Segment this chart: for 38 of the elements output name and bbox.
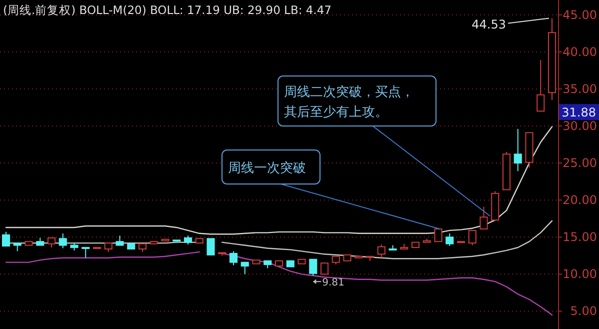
y-tick-label: 15.00: [562, 230, 597, 244]
candlestick: [274, 260, 284, 267]
candlestick: [286, 260, 294, 268]
candlestick: [82, 246, 90, 258]
y-tick-label: 40.00: [562, 44, 597, 59]
candlestick: [514, 128, 522, 172]
candlestick: [127, 243, 136, 250]
candlestick: [411, 242, 420, 248]
candlestick: [206, 238, 215, 256]
y-tick-label: 5.00: [570, 304, 597, 318]
y-tick-label: 20.00: [562, 193, 597, 208]
candlestick: [240, 262, 249, 275]
y-tick-label: 30.00: [562, 118, 597, 133]
candlestick: [536, 60, 545, 112]
y-tick-label: 35.00: [562, 82, 597, 96]
candlestick: [548, 18, 556, 101]
candlestick: [252, 260, 260, 264]
candlestick: [24, 241, 33, 246]
y-tick-label: 45.00: [562, 8, 597, 22]
y-tick-label: 25.00: [562, 156, 597, 170]
candlestick: [354, 256, 363, 258]
y-tick-label: 10.00: [562, 267, 597, 282]
candlestick: [343, 254, 352, 262]
annotation: 周线一次突破: [228, 161, 306, 176]
candlestick: [480, 206, 488, 230]
candlestick: [320, 262, 329, 275]
annotation: 9.81: [322, 278, 344, 289]
candlestick: [195, 238, 204, 244]
candlestick: [298, 258, 306, 264]
annotation: 周线二次突破，买点，其后至少有上攻。: [284, 85, 414, 120]
chart-title: (周线.前复权) BOLL-M(20) BOLL: 17.19 UB: 29.90 LB: 4.47: [3, 3, 332, 17]
candlestick: [116, 235, 124, 246]
candlestick: [161, 238, 170, 242]
line-series: [5, 126, 553, 235]
candlestick: [434, 228, 442, 242]
annotation: 44.53: [472, 17, 506, 32]
annotation: 31.88: [562, 106, 596, 120]
candlestick: [150, 241, 158, 244]
